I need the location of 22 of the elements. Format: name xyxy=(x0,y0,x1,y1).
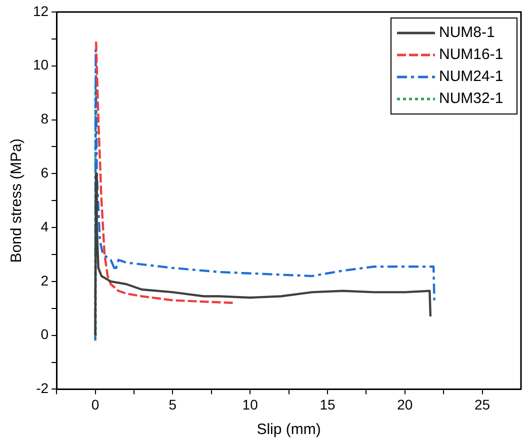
x-tick-label: 15 xyxy=(320,396,336,412)
y-axis-title: Bond stress (MPa) xyxy=(8,138,26,263)
y-tick-label: 4 xyxy=(40,218,49,234)
x-axis-title: Slip (mm) xyxy=(256,421,321,438)
x-tick-label: 25 xyxy=(474,396,490,412)
legend-label: NUM32-1 xyxy=(439,90,504,108)
y-tick-label: -2 xyxy=(36,380,49,396)
line-series xyxy=(94,40,236,304)
y-tick-label: 12 xyxy=(32,2,49,19)
legend-label: NUM16-1 xyxy=(439,46,504,64)
y-tick-label: 8 xyxy=(40,110,49,127)
x-tick-label: 0 xyxy=(91,396,100,412)
line-series xyxy=(94,48,436,340)
x-tick-label: 5 xyxy=(168,396,177,412)
y-tick-label: 2 xyxy=(40,272,49,288)
y-tick-label: 10 xyxy=(32,56,49,73)
x-tick-label: 10 xyxy=(242,396,258,412)
y-tick-label: 6 xyxy=(40,164,49,181)
x-tick-label: 20 xyxy=(397,396,413,412)
legend-label: NUM24-1 xyxy=(439,68,504,86)
y-tick-label: 0 xyxy=(40,326,49,342)
legend-label: NUM8-1 xyxy=(439,24,495,42)
